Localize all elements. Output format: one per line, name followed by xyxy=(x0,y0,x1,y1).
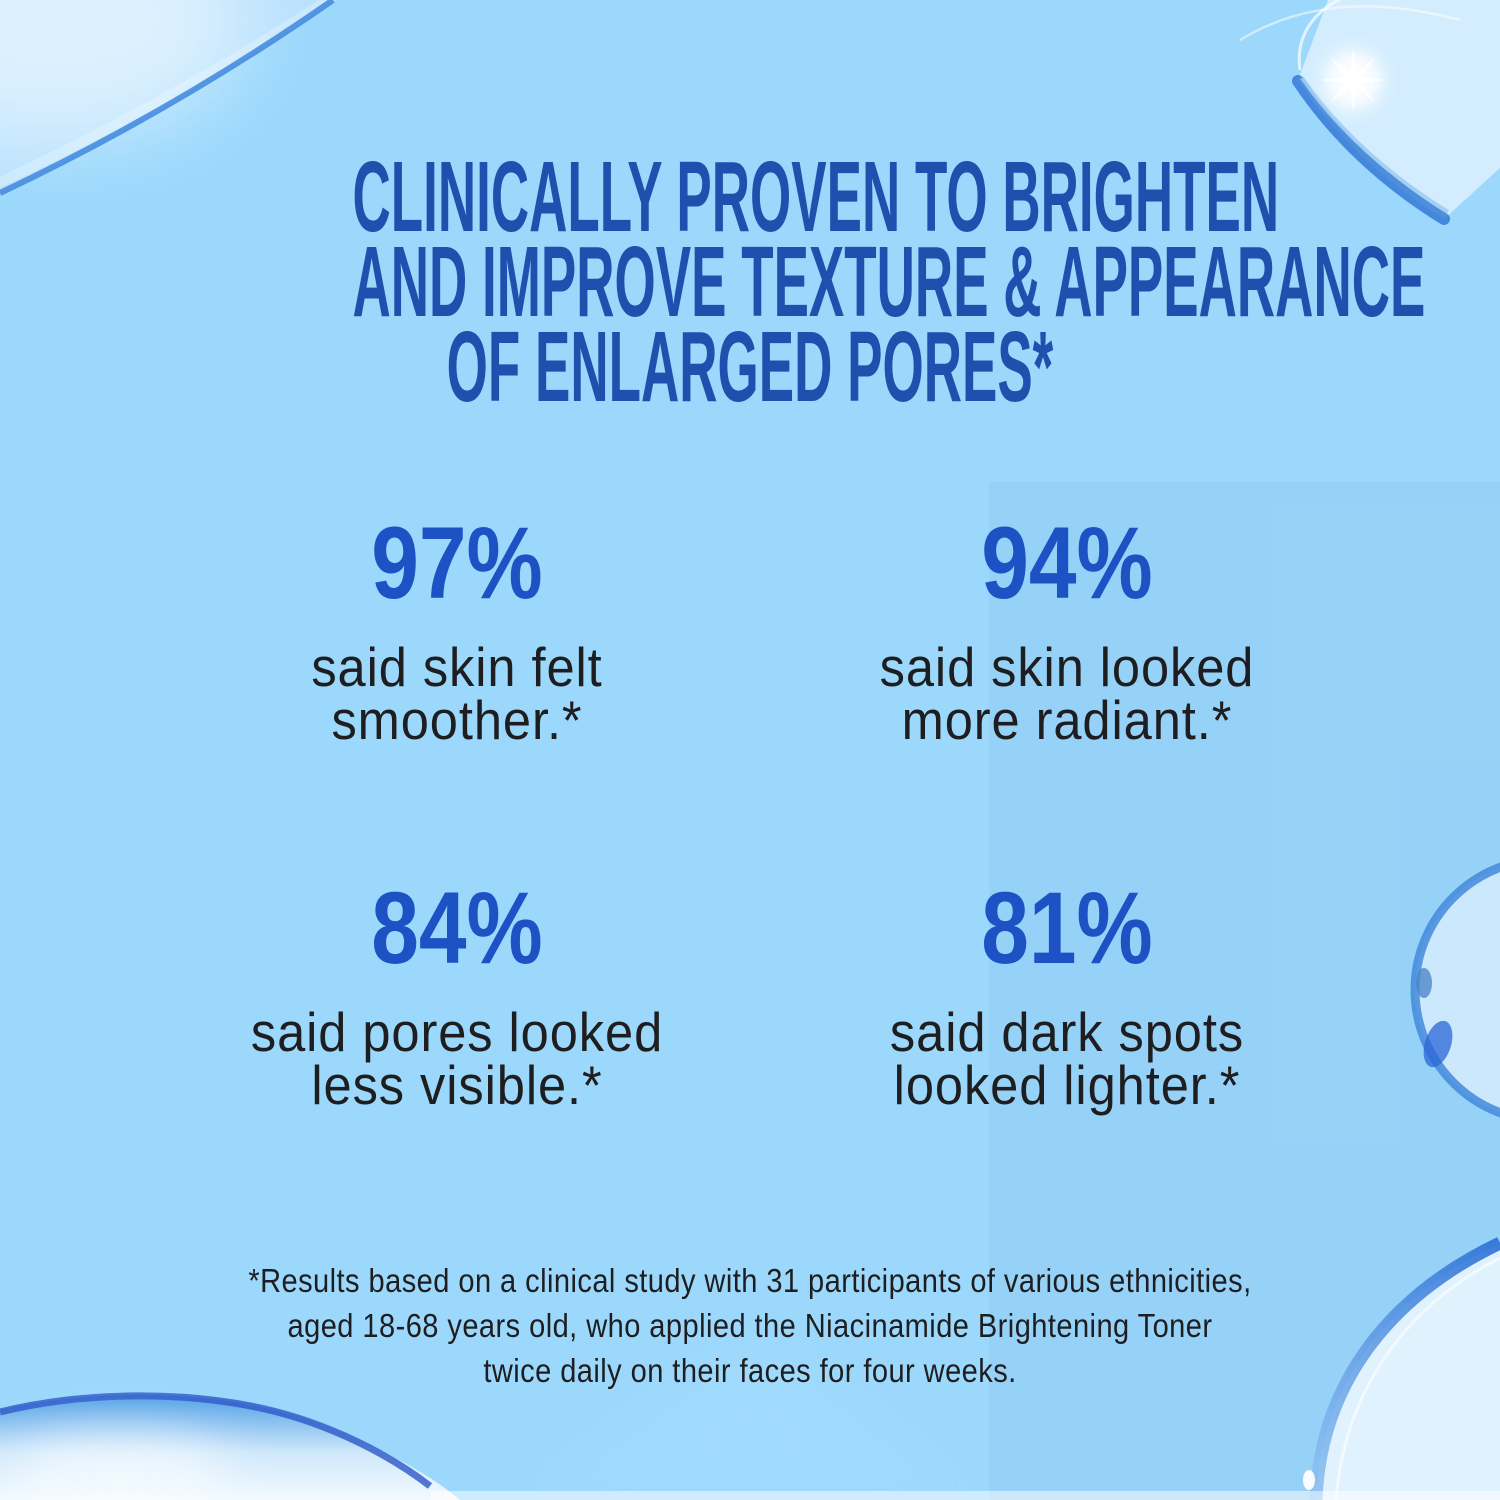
footnote-line-1: *Results based on a clinical study with … xyxy=(248,1262,1252,1299)
stat-label-line: said skin felt xyxy=(311,636,603,698)
headline-line-2: AND IMPROVE TEXTURE & APPEARANCE xyxy=(352,226,1426,338)
stat-label-line: said skin looked xyxy=(879,636,1255,698)
bubble-right xyxy=(1410,862,1500,1118)
sparkle-starburst-icon xyxy=(1321,48,1385,112)
stat-label-line: smoother.* xyxy=(331,689,583,751)
stat-item-pores: 84% said pores looked less visible.* xyxy=(152,871,762,1116)
stat-label-line: said dark spots xyxy=(889,1001,1245,1063)
stat-label: said skin looked more radiant.* xyxy=(786,636,1347,751)
gel-drop-bottom-left xyxy=(0,1392,460,1500)
highlight-strip-bottom xyxy=(430,1491,1500,1500)
bubble-top-left xyxy=(0,0,337,196)
faint-light-shape xyxy=(520,1330,980,1500)
headline: CLINICALLY PROVEN TO BRIGHTEN AND IMPROV… xyxy=(352,141,1426,423)
stat-label-line: said pores looked xyxy=(250,1001,664,1063)
bubble-dimple xyxy=(1416,968,1432,998)
stat-value: 81% xyxy=(981,871,1153,985)
stat-value: 84% xyxy=(371,871,543,985)
stats-grid: 97% said skin felt smoother.* 94% said s… xyxy=(152,506,1372,1116)
stat-item-radiant: 94% said skin looked more radiant.* xyxy=(762,506,1372,751)
footnote-line-3: twice daily on their faces for four week… xyxy=(483,1352,1017,1389)
stat-label-line: less visible.* xyxy=(311,1054,603,1116)
stat-item-dark-spots: 81% said dark spots looked lighter.* xyxy=(762,871,1372,1116)
bubble-smudge xyxy=(1423,1020,1453,1068)
water-droplet-top-right xyxy=(1239,0,1500,225)
stat-item-smoother: 97% said skin felt smoother.* xyxy=(152,506,762,751)
headline-line-1: CLINICALLY PROVEN TO BRIGHTEN xyxy=(352,141,1280,253)
stat-label-line: looked lighter.* xyxy=(893,1054,1241,1116)
stat-label: said skin felt smoother.* xyxy=(176,636,737,751)
stat-value: 97% xyxy=(371,506,543,620)
water-droplet-bottom-right xyxy=(1303,1237,1500,1500)
footnote: *Results based on a clinical study with … xyxy=(90,1258,1410,1393)
stat-label: said dark spots looked lighter.* xyxy=(786,1001,1347,1116)
footnote-line-2: aged 18-68 years old, who applied the Ni… xyxy=(287,1307,1213,1344)
stat-label-line: more radiant.* xyxy=(901,689,1233,751)
headline-line-3: OF ENLARGED PORES* xyxy=(446,311,1054,423)
stat-label: said pores looked less visible.* xyxy=(176,1001,737,1116)
stat-value: 94% xyxy=(981,506,1153,620)
